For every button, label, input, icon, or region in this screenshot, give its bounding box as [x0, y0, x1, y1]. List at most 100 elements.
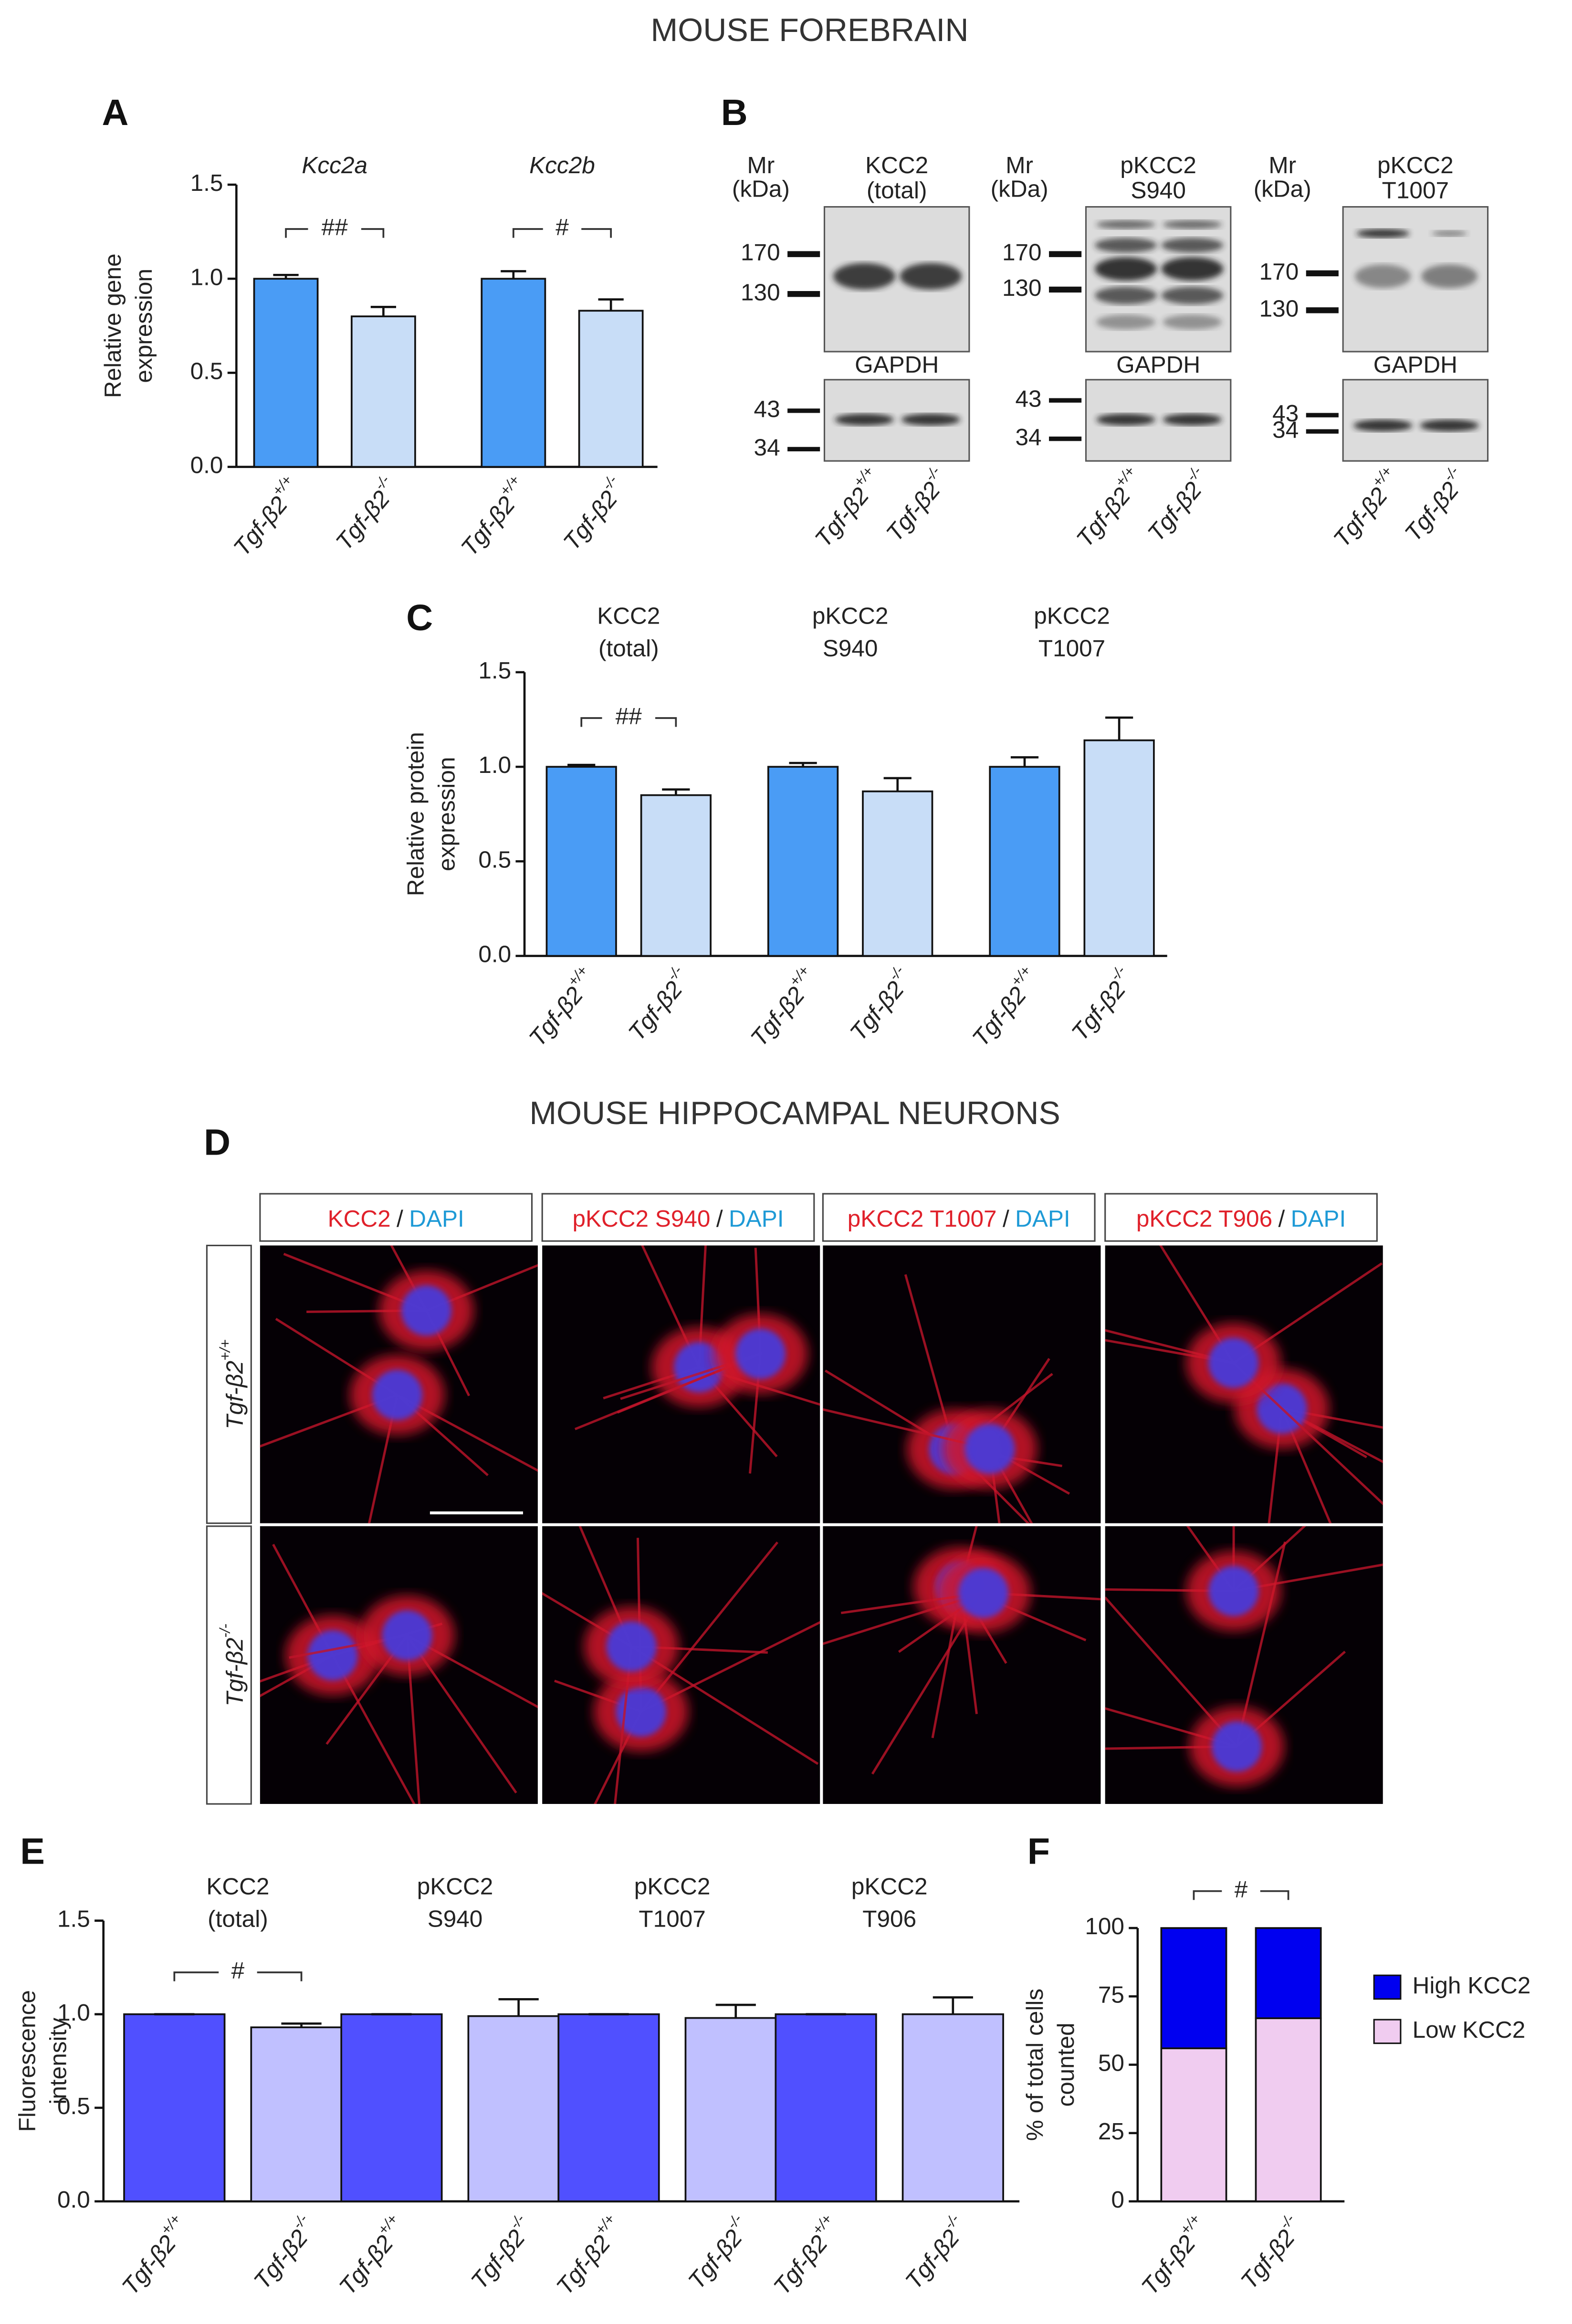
- bar: [1083, 739, 1155, 957]
- y-tick-label: 1.5: [190, 170, 223, 196]
- mr-label: Mr: [1268, 152, 1296, 178]
- group-label: (total): [208, 1906, 268, 1932]
- cells: [1105, 1245, 1383, 1523]
- y-tick-label: 0.0: [190, 452, 223, 479]
- group-label: KCC2: [597, 603, 660, 629]
- legend-swatch: [1373, 1974, 1402, 2000]
- y-tick-label: 0.0: [478, 941, 511, 968]
- marker-label: 170: [1002, 240, 1042, 266]
- blot-target: pKCC2: [1377, 152, 1454, 178]
- band: [1095, 238, 1157, 253]
- y-tick-label: 0.5: [478, 846, 511, 873]
- band: [1161, 286, 1224, 304]
- band: [1161, 238, 1224, 253]
- y-tick-label: 0.5: [190, 358, 223, 384]
- band: [1353, 419, 1413, 432]
- band: [1161, 257, 1224, 281]
- bar: [684, 2017, 787, 2202]
- error-bar: [883, 777, 912, 792]
- loading-control: GAPDH: [855, 352, 939, 378]
- nucleus: [674, 1342, 724, 1393]
- band: [900, 263, 962, 290]
- significance-label: #: [231, 1958, 245, 1984]
- section-title: MOUSE HIPPOCAMPAL NEURONS: [529, 1095, 1060, 1131]
- bar: [340, 2013, 443, 2202]
- y-tick-label: 1.0: [478, 752, 511, 778]
- marker-label: 130: [1259, 295, 1299, 322]
- bar-segment: [1160, 1927, 1227, 2050]
- band: [1420, 419, 1479, 432]
- column-header: pKCC2 T1007/DAPI: [848, 1206, 1070, 1232]
- nucleus: [1208, 1566, 1259, 1616]
- bar: [578, 310, 644, 468]
- genotype-sup: -/-: [217, 1624, 233, 1637]
- nucleus: [401, 1285, 452, 1336]
- micrograph: [1105, 1526, 1383, 1804]
- y-axis-label: % of total cells: [1022, 1989, 1048, 2141]
- error-bar: [715, 2003, 756, 2018]
- nucleus: [958, 1568, 1009, 1618]
- antibody: KCC2: [328, 1206, 391, 1232]
- error-bar: [281, 2022, 322, 2028]
- y-tick-label: 50: [1098, 2050, 1124, 2076]
- loading-control: GAPDH: [1116, 352, 1200, 378]
- bar-segment: [1255, 1927, 1322, 2020]
- marker-label: 130: [1002, 275, 1042, 301]
- y-axis-label: counted: [1053, 2022, 1079, 2106]
- column-header: KCC2/DAPI: [328, 1206, 464, 1232]
- blot-target: S940: [1131, 177, 1186, 204]
- bar: [775, 2013, 877, 2202]
- group-label: S940: [428, 1906, 483, 1932]
- column-header-box: [822, 1193, 1096, 1242]
- blot-target: KCC2: [865, 152, 928, 178]
- group-label: pKCC2: [812, 603, 889, 629]
- significance-bracket: [173, 1971, 303, 1981]
- blot-membrane: [1342, 379, 1489, 462]
- marker-label: 34: [1272, 417, 1299, 443]
- y-tick-label: 0.5: [57, 2093, 90, 2119]
- band: [833, 263, 896, 290]
- band: [1096, 220, 1155, 229]
- panel-label: C: [406, 597, 433, 638]
- cells: [574, 1245, 820, 1474]
- nucleus: [616, 1686, 666, 1737]
- blot-membrane: [1085, 206, 1232, 353]
- cells: [1105, 1526, 1383, 1787]
- row-label: Tgf-β2+/+: [217, 1339, 248, 1429]
- nucleus: [606, 1621, 657, 1672]
- y-axis-label: expression: [131, 269, 157, 383]
- micrograph-bg: [542, 1526, 820, 1804]
- bar-segment: [1255, 2017, 1322, 2202]
- bar: [557, 2013, 660, 2202]
- group-label: T1007: [1038, 636, 1105, 662]
- significance-bracket: [1193, 1890, 1289, 1900]
- error-bar: [370, 306, 397, 317]
- error-bar: [598, 298, 624, 311]
- legend-swatch: [1373, 2019, 1402, 2044]
- micrograph: [1105, 1245, 1383, 1523]
- group-label: S940: [823, 636, 878, 662]
- bar: [989, 766, 1060, 957]
- y-tick-label: 1.0: [190, 264, 223, 290]
- row-label-box: [206, 1525, 252, 1805]
- y-tick-label: 0.0: [57, 2187, 90, 2213]
- bar: [350, 315, 416, 468]
- antibody: pKCC2 S940: [572, 1206, 710, 1232]
- blot-target: pKCC2: [1120, 152, 1196, 178]
- marker-label: 34: [754, 434, 780, 460]
- y-tick-label: 1.5: [57, 1906, 90, 1932]
- band: [835, 414, 894, 426]
- micrograph: [542, 1526, 820, 1804]
- y-axis-label: Fluorescence: [14, 1990, 40, 2132]
- panel-label: F: [1027, 1831, 1050, 1872]
- band: [1163, 414, 1222, 426]
- band: [1096, 414, 1155, 426]
- mr-label: (kDa): [1254, 176, 1311, 202]
- nucleus: [382, 1610, 432, 1661]
- marker-label: 43: [1016, 386, 1042, 412]
- significance-label: ##: [322, 214, 348, 240]
- band: [1356, 229, 1410, 238]
- group-label: T1007: [639, 1906, 705, 1932]
- error-bar: [933, 1996, 973, 2014]
